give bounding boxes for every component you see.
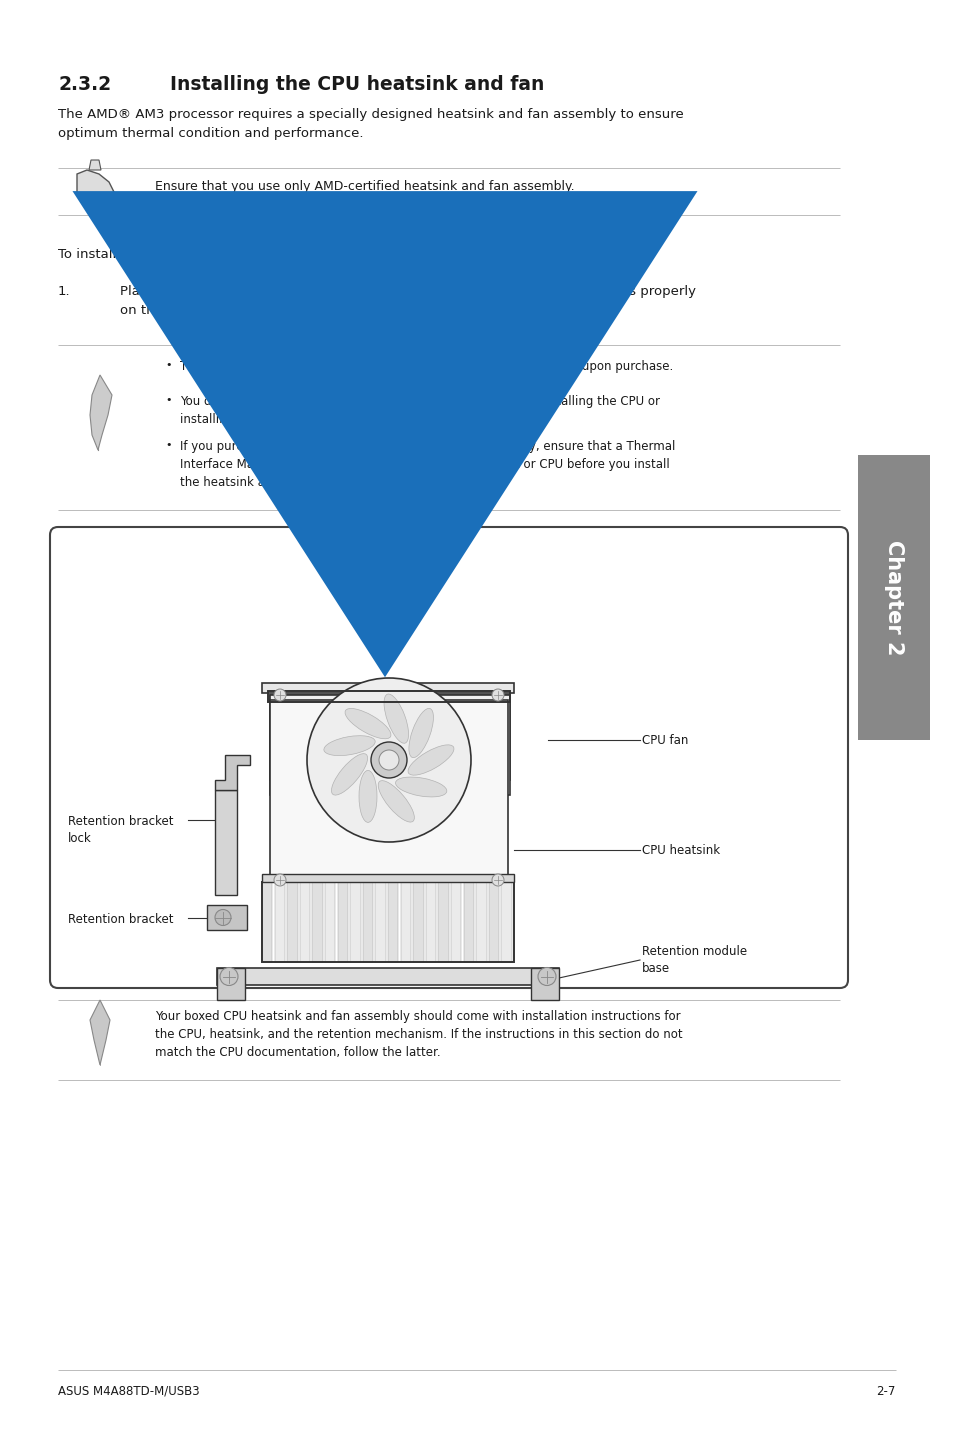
Bar	[270, 700, 507, 880]
Text: •: •	[165, 440, 172, 450]
Text: Retention bracket: Retention bracket	[68, 913, 173, 926]
Text: Installing the CPU heatsink and fan: Installing the CPU heatsink and fan	[170, 75, 544, 93]
Text: CPU heatsink: CPU heatsink	[641, 844, 720, 857]
FancyBboxPatch shape	[50, 526, 847, 988]
Text: Your boxed CPU heatsink and fan assembly should come with installation instructi: Your boxed CPU heatsink and fan assembly…	[154, 1009, 682, 1058]
Circle shape	[274, 689, 286, 700]
Text: CPU fan: CPU fan	[641, 733, 688, 746]
Text: Place the heatsink on top of the installed CPU, ensuring that the heatsink fits : Place the heatsink on top of the install…	[120, 285, 696, 316]
Bar	[262, 881, 514, 962]
Text: 2-7: 2-7	[876, 1385, 895, 1398]
Polygon shape	[90, 375, 112, 450]
Bar	[857, 454, 929, 741]
Bar	[262, 881, 272, 962]
Bar	[287, 881, 297, 962]
Bar	[438, 881, 448, 962]
Text: •: •	[165, 360, 172, 370]
Circle shape	[307, 677, 471, 843]
Polygon shape	[90, 999, 110, 1066]
Circle shape	[371, 742, 407, 778]
Text: •: •	[165, 395, 172, 406]
Text: Chapter 2: Chapter 2	[883, 539, 903, 656]
Text: Retention bracket
lock: Retention bracket lock	[68, 815, 173, 846]
Bar	[451, 881, 461, 962]
Bar	[350, 881, 360, 962]
Text: Retention module
base: Retention module base	[641, 945, 746, 975]
Bar	[216, 968, 558, 985]
Ellipse shape	[377, 781, 414, 823]
Ellipse shape	[323, 736, 375, 755]
Text: ASUS M4A88TD-M/USB3: ASUS M4A88TD-M/USB3	[58, 1385, 199, 1398]
Bar	[388, 881, 398, 962]
Bar	[337, 881, 348, 962]
Bar	[425, 881, 436, 962]
Bar	[262, 874, 514, 881]
Bar	[362, 881, 373, 962]
Bar	[299, 881, 310, 962]
Text: The retention module base is already installed on the motherboard upon purchase.: The retention module base is already ins…	[180, 360, 673, 372]
Bar	[325, 881, 335, 962]
Bar	[413, 881, 423, 962]
Bar	[476, 881, 486, 962]
Circle shape	[220, 968, 237, 985]
Circle shape	[537, 968, 556, 985]
Bar	[312, 881, 322, 962]
FancyBboxPatch shape	[270, 695, 510, 779]
Text: Ensure that you use only AMD-certified heatsink and fan assembly.: Ensure that you use only AMD-certified h…	[154, 180, 574, 193]
Text: If you purchased a separate CPU heatsink and fan assembly, ensure that a Thermal: If you purchased a separate CPU heatsink…	[180, 440, 675, 489]
Polygon shape	[214, 755, 250, 789]
Circle shape	[492, 874, 503, 886]
Bar	[216, 968, 245, 999]
Circle shape	[274, 874, 286, 886]
Ellipse shape	[384, 695, 408, 743]
Bar	[270, 695, 510, 795]
Text: To install the CPU heatsink and fan:: To install the CPU heatsink and fan:	[58, 247, 294, 262]
FancyArrowPatch shape	[85, 187, 101, 201]
Text: You do not have to remove the retention module base when installing the CPU or
i: You do not have to remove the retention …	[180, 395, 659, 426]
Bar	[207, 905, 247, 930]
Circle shape	[378, 751, 398, 769]
Ellipse shape	[409, 709, 433, 758]
Ellipse shape	[395, 777, 446, 797]
Ellipse shape	[345, 709, 391, 739]
Text: 2.3.2: 2.3.2	[58, 75, 111, 93]
Bar	[488, 881, 498, 962]
Polygon shape	[89, 160, 101, 170]
Ellipse shape	[358, 771, 376, 823]
Bar	[274, 881, 285, 962]
Bar	[463, 881, 474, 962]
Bar	[400, 881, 411, 962]
Circle shape	[492, 689, 503, 700]
Polygon shape	[77, 170, 115, 211]
Bar	[214, 789, 236, 894]
Text: The AMD® AM3 processor requires a specially designed heatsink and fan assembly t: The AMD® AM3 processor requires a specia…	[58, 108, 683, 139]
Ellipse shape	[331, 754, 367, 795]
Circle shape	[214, 909, 231, 926]
Bar	[375, 881, 385, 962]
Text: 1.: 1.	[58, 285, 71, 298]
Bar	[262, 683, 514, 693]
Bar	[531, 968, 558, 999]
Ellipse shape	[408, 745, 454, 775]
Bar	[501, 881, 511, 962]
